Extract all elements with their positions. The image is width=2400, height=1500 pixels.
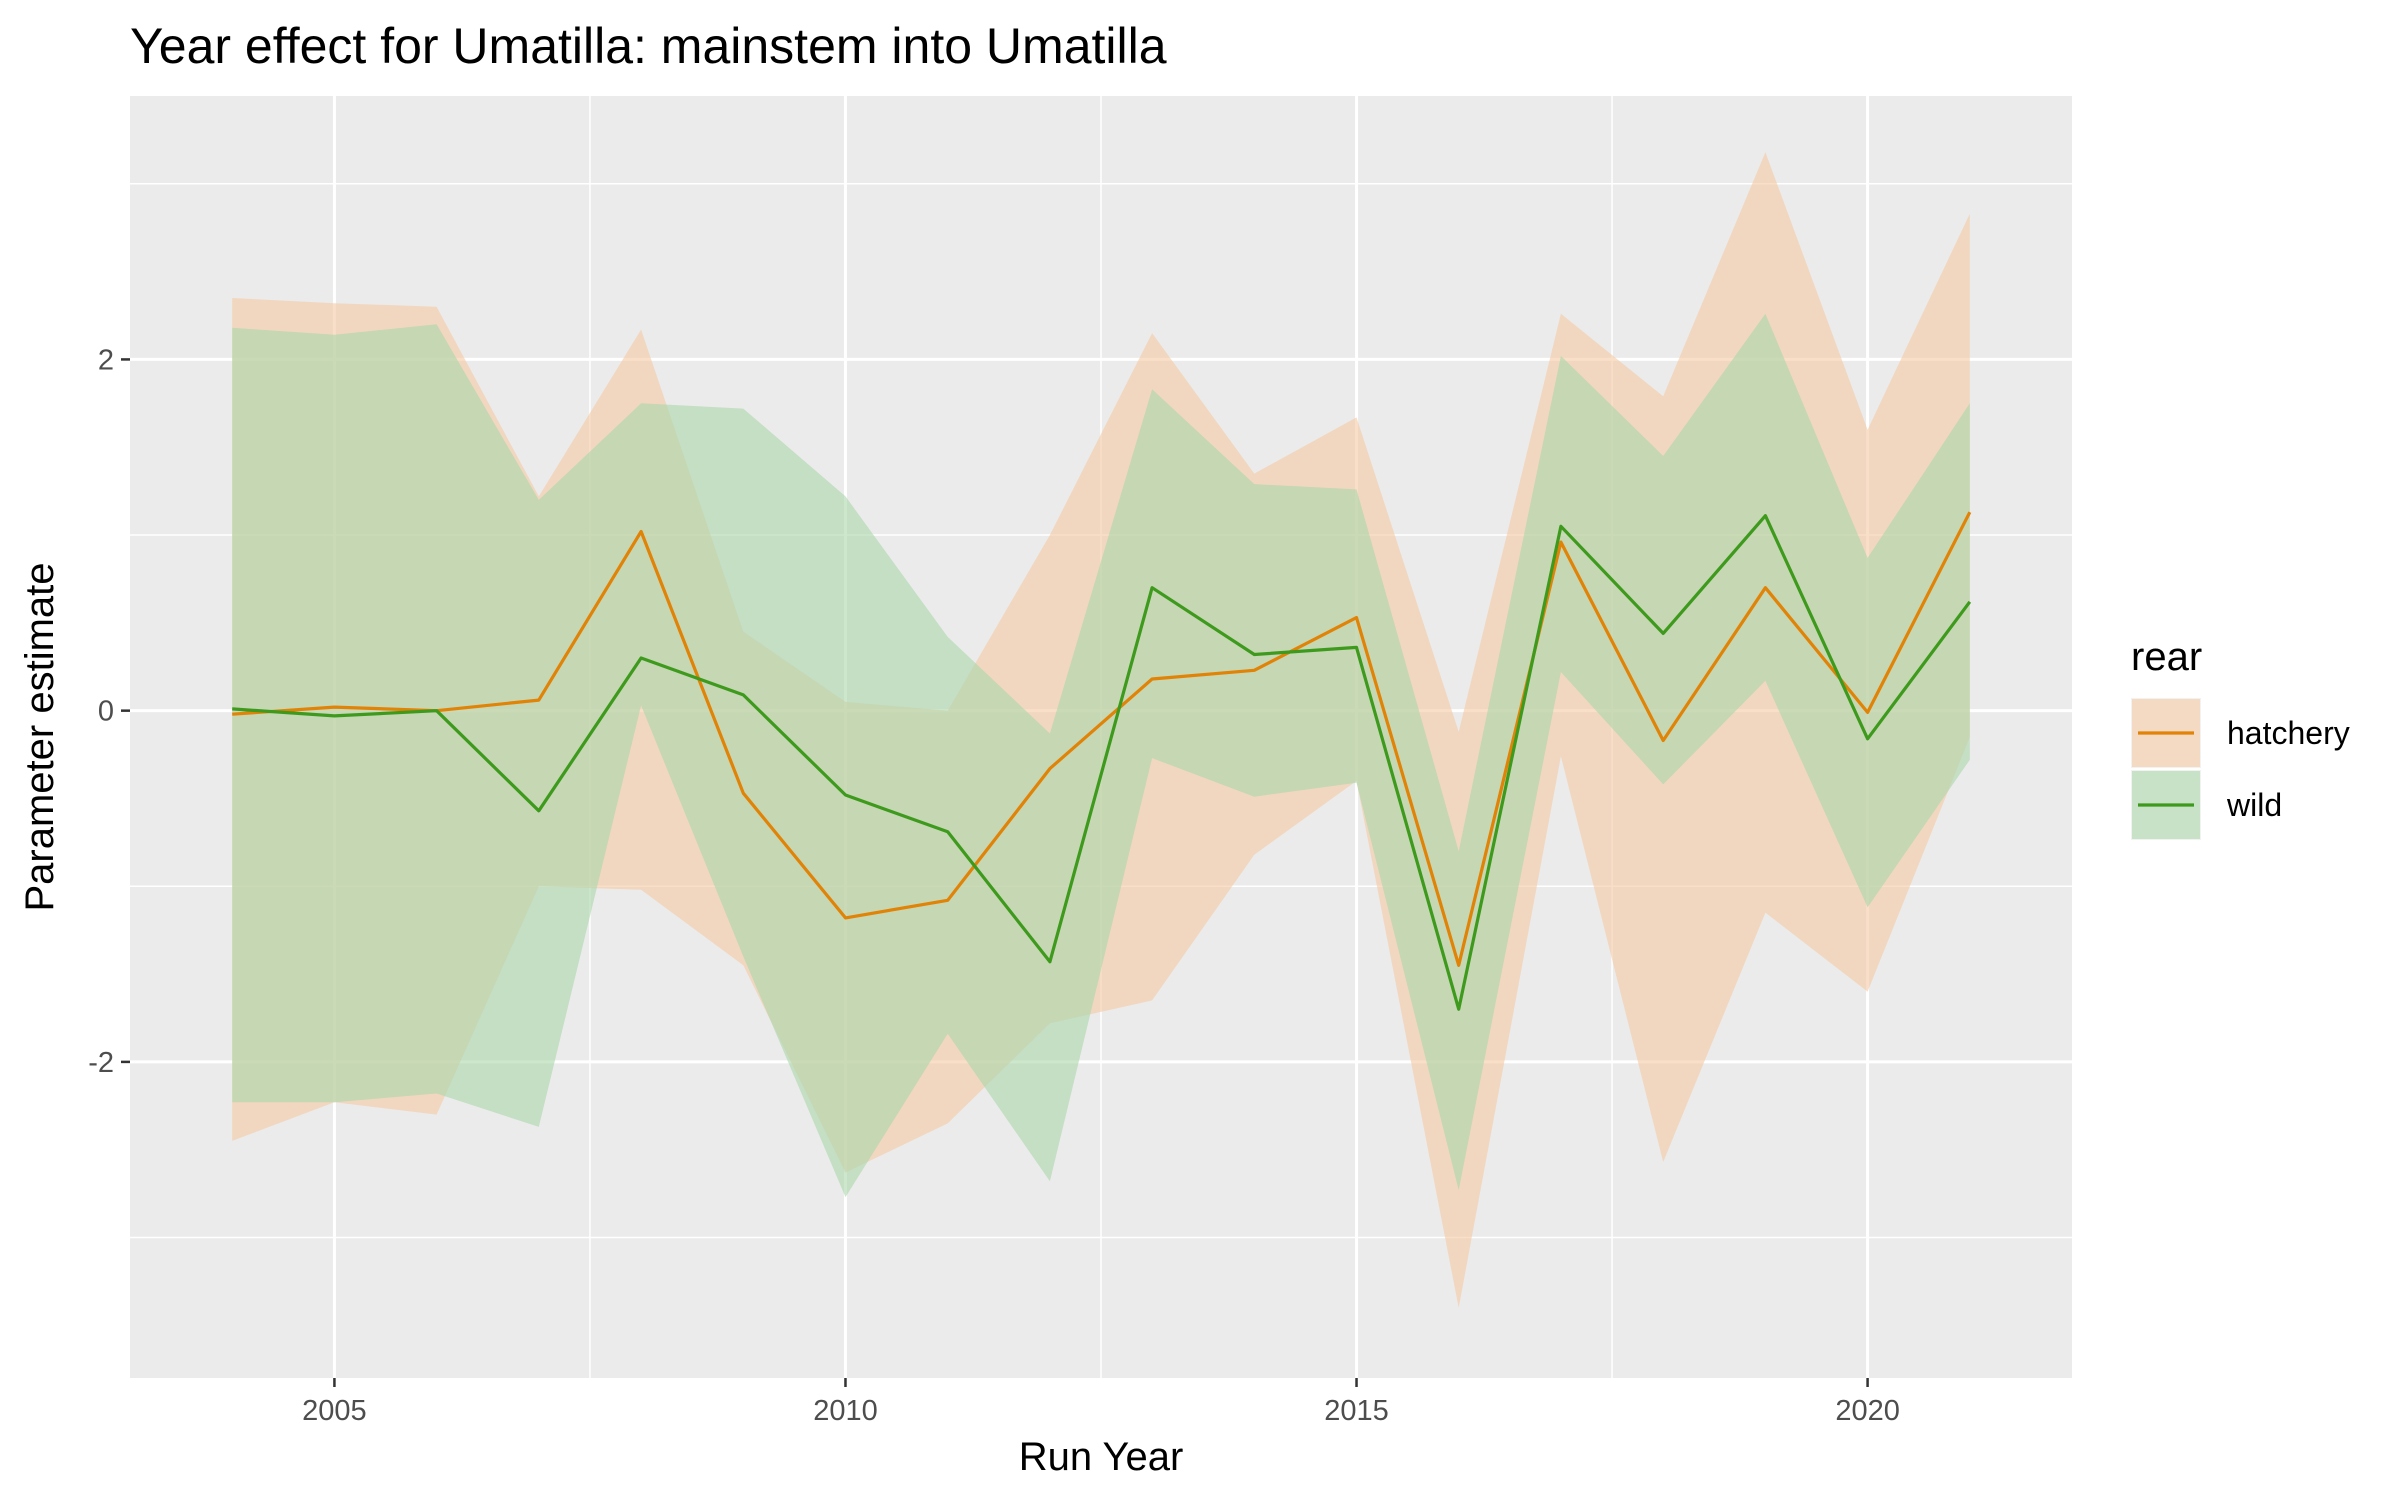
legend: rear hatchery wild [2131,635,2350,840]
ribbon-wild [232,313,1970,1198]
y-axis-title: Parameter estimate [18,562,62,911]
chart-title: Year effect for Umatilla: mainstem into … [130,18,1167,74]
line-hatchery [232,511,1972,967]
x-tick-label: 2020 [1835,1395,1900,1427]
legend-title: rear [2131,635,2202,679]
y-tick-label: -2 [88,1047,114,1079]
y-tick-label: 0 [98,696,114,728]
confidence-ribbons [232,152,1970,1308]
x-axis: 2005 2010 2015 2020 [302,1378,1900,1427]
legend-label-wild: wild [2226,787,2282,823]
legend-items: hatchery wild [2131,698,2350,840]
y-axis: -2 0 2 [88,344,130,1079]
x-tick-label: 2005 [302,1395,367,1427]
line-wild [232,514,1972,1011]
y-tick-label: 2 [98,344,114,376]
series-lines [232,511,1972,1011]
legend-label-hatchery: hatchery [2227,715,2350,751]
x-axis-title: Run Year [1019,1435,1184,1479]
x-tick-label: 2010 [813,1395,878,1427]
x-tick-label: 2015 [1324,1395,1389,1427]
